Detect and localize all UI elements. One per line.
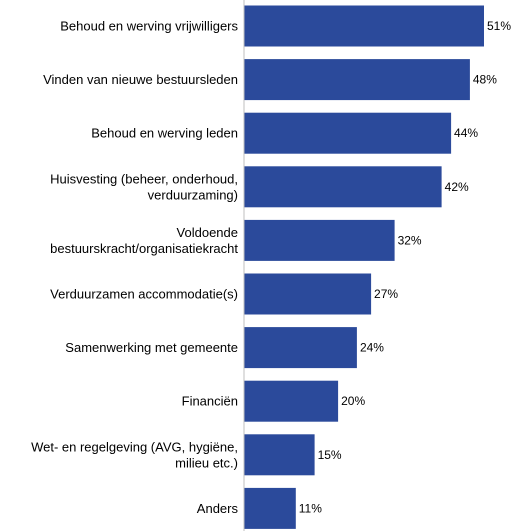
- data-label: 15%: [318, 448, 342, 462]
- data-label: 20%: [341, 394, 365, 408]
- category-label-line: Verduurzamen accommodatie(s): [50, 287, 238, 302]
- bar: [244, 380, 339, 422]
- category-label: Samenwerking met gemeente: [65, 340, 238, 355]
- category-label-line: Samenwerking met gemeente: [65, 340, 238, 355]
- bar: [244, 327, 357, 369]
- data-label: 48%: [473, 73, 497, 87]
- category-label-line: Behoud en werving vrijwilligers: [60, 19, 238, 34]
- category-label-line: Huisvesting (beheer, onderhoud,: [50, 171, 238, 186]
- bar: [244, 219, 395, 261]
- data-label: 51%: [487, 19, 511, 33]
- bar: [244, 59, 470, 101]
- category-label: Huisvesting (beheer, onderhoud, verduurza…: [50, 171, 238, 202]
- category-label-line: Wet- en regelgeving (AVG, hygiëne,: [31, 439, 238, 454]
- data-label: 27%: [374, 287, 398, 301]
- category-label: Vinden van nieuwe bestuursleden: [43, 72, 238, 87]
- bar: [244, 112, 452, 154]
- data-label: 44%: [454, 126, 478, 140]
- category-label-line: Voldoende: [177, 225, 238, 240]
- bar: [244, 273, 372, 315]
- bar: [244, 487, 296, 529]
- bar: [244, 166, 442, 208]
- bar: [244, 5, 484, 47]
- category-label: Voldoende bestuurskracht/organisatiekrach…: [50, 225, 238, 256]
- data-label: 42%: [445, 180, 469, 194]
- category-label-line: Behoud en werving leden: [91, 126, 238, 141]
- category-label: Financiën: [182, 394, 238, 409]
- data-label: 24%: [360, 341, 384, 355]
- category-label-line: Financiën: [182, 394, 238, 409]
- category-label: Anders: [197, 501, 239, 516]
- category-label-line: Anders: [197, 501, 239, 516]
- category-label: Behoud en werving leden: [91, 126, 238, 141]
- category-label-line: Vinden van nieuwe bestuursleden: [43, 72, 238, 87]
- data-label: 32%: [398, 233, 422, 247]
- category-label: Verduurzamen accommodatie(s): [50, 287, 238, 302]
- bar: [244, 434, 315, 476]
- category-label-line: milieu etc.): [175, 455, 238, 470]
- category-label-line: bestuurskracht/organisatiekracht: [50, 241, 238, 256]
- category-label: Wet- en regelgeving (AVG, hygiëne, milieu…: [31, 439, 238, 470]
- category-label: Behoud en werving vrijwilligers: [60, 19, 238, 34]
- category-label-line: verduurzaming): [148, 187, 238, 202]
- data-label: 11%: [299, 501, 322, 515]
